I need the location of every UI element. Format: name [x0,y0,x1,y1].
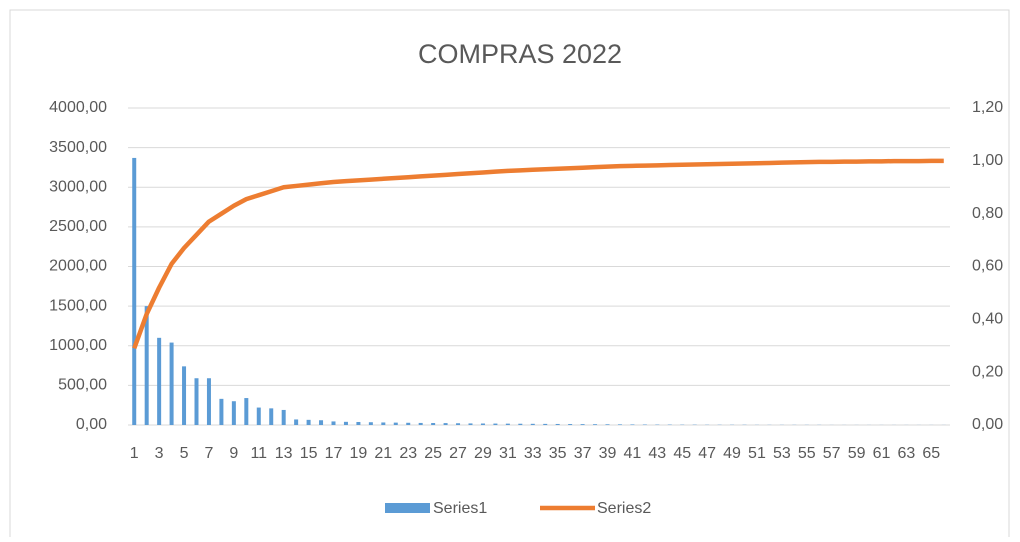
y-tick-label: 2000,00 [49,258,107,275]
bar [195,378,199,425]
y-tick-label: 1000,00 [49,337,107,354]
x-tick-label: 25 [424,445,442,462]
bar [257,408,261,425]
bar [182,366,186,425]
x-tick-label: 61 [873,445,891,462]
y-tick-label: 3000,00 [49,178,107,195]
bar [456,423,460,425]
x-tick-label: 53 [773,445,791,462]
bar [630,424,634,425]
x-tick-label: 13 [275,445,293,462]
bar [394,423,398,425]
bar [307,420,311,425]
bar [481,423,485,425]
y2-tick-label: 0,80 [972,205,1003,222]
bar [132,158,136,425]
x-tick-label: 11 [250,445,267,462]
y2-tick-label: 1,00 [972,152,1003,169]
x-tick-label: 51 [748,445,766,462]
bar [381,422,385,425]
y-tick-label: 4000,00 [49,99,107,116]
x-tick-label: 23 [399,445,417,462]
bar [606,424,610,425]
x-tick-label: 7 [205,445,214,462]
x-tick-label: 17 [325,445,343,462]
bar [232,401,236,425]
y2-tick-label: 0,40 [972,311,1003,328]
y-tick-label: 3500,00 [49,139,107,156]
y2-tick-label: 0,60 [972,258,1003,275]
y-tick-label: 500,00 [58,377,107,394]
bar [543,424,547,425]
x-tick-label: 59 [848,445,866,462]
x-tick-label: 35 [549,445,567,462]
bar [618,424,622,425]
bar [356,422,360,425]
x-tick-label: 47 [698,445,716,462]
x-tick-label: 39 [599,445,617,462]
bar [493,424,497,425]
bar [469,423,473,425]
y-tick-label: 2500,00 [49,218,107,235]
bar [244,398,248,425]
x-tick-label: 3 [155,445,164,462]
x-tick-label: 43 [648,445,666,462]
x-tick-label: 57 [823,445,841,462]
bar [593,424,597,425]
bar [319,420,323,425]
y2-tick-label: 0,20 [972,363,1003,380]
x-tick-label: 31 [499,445,517,462]
x-tick-label: 37 [574,445,592,462]
bar [568,424,572,425]
bar [406,423,410,425]
bar [419,423,423,425]
x-tick-label: 49 [723,445,741,462]
legend-label: Series2 [597,500,651,517]
x-tick-label: 27 [449,445,467,462]
bar [531,424,535,425]
y2-tick-label: 1,20 [972,99,1003,116]
bar [207,378,211,425]
y-tick-label: 1500,00 [49,297,107,314]
legend-swatch [385,503,430,513]
x-tick-label: 55 [798,445,816,462]
chart-title: COMPRAS 2022 [418,39,622,69]
x-tick-label: 41 [624,445,642,462]
x-tick-label: 1 [130,445,139,462]
bar [518,424,522,425]
bar [157,338,161,425]
x-tick-label: 19 [350,445,368,462]
bar [282,410,286,425]
x-tick-label: 63 [898,445,916,462]
legend-label: Series1 [433,500,487,517]
bar [369,422,373,425]
x-tick-label: 65 [922,445,940,462]
bar [269,408,273,425]
bar [444,423,448,425]
bar [556,424,560,425]
x-tick-label: 15 [300,445,318,462]
x-tick-label: 21 [374,445,392,462]
bar [431,423,435,425]
bar [344,422,348,425]
bar [219,399,223,425]
x-tick-label: 33 [524,445,542,462]
bar [332,421,336,425]
y-tick-label: 0,00 [76,416,107,433]
bar [294,419,298,425]
bar [506,424,510,425]
y2-tick-label: 0,00 [972,416,1003,433]
x-tick-label: 45 [673,445,691,462]
bar [170,343,174,425]
x-tick-label: 9 [229,445,238,462]
x-tick-label: 5 [180,445,189,462]
x-tick-label: 29 [474,445,492,462]
bar [581,424,585,425]
